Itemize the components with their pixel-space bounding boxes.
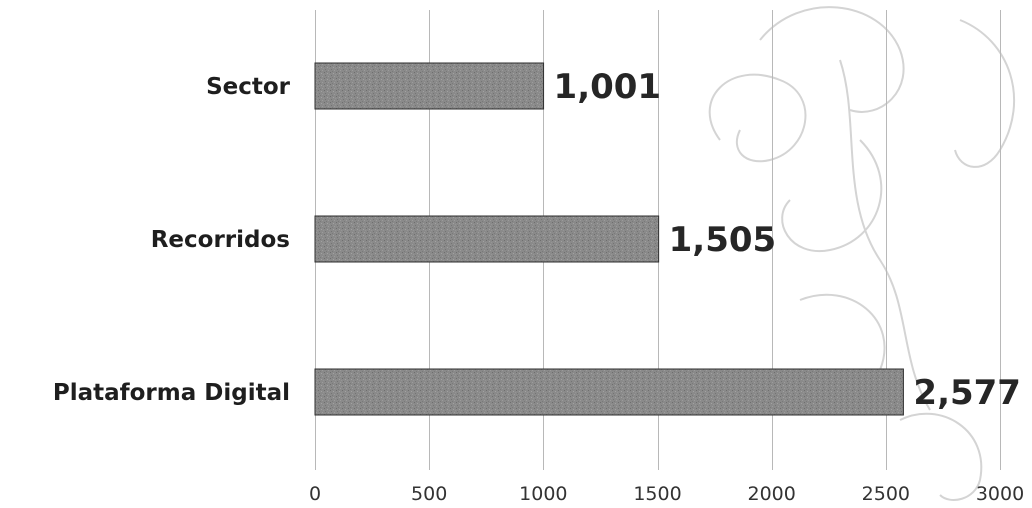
x-tick-label: 0 bbox=[309, 483, 321, 505]
data-label: 1,505 bbox=[669, 220, 777, 260]
bar-sector bbox=[314, 62, 545, 110]
category-label: Sector bbox=[206, 74, 291, 100]
value-labels: 1,001 1,505 2,577 bbox=[554, 67, 1021, 413]
x-tick-label: 2000 bbox=[747, 483, 795, 505]
category-label: Plataforma Digital bbox=[53, 380, 290, 406]
category-label: Recorridos bbox=[151, 227, 290, 253]
data-label: 1,001 bbox=[554, 67, 662, 107]
bar-series bbox=[314, 62, 904, 416]
x-tick-label: 1000 bbox=[519, 483, 567, 505]
x-axis-tick-labels: 0 500 1000 1500 2000 2500 3000 bbox=[309, 483, 1024, 505]
x-tick-label: 500 bbox=[411, 483, 447, 505]
x-tick-label: 3000 bbox=[976, 483, 1024, 505]
x-tick-label: 2500 bbox=[862, 483, 910, 505]
x-tick-label: 1500 bbox=[633, 483, 681, 505]
category-labels: Sector Recorridos Plataforma Digital bbox=[53, 74, 291, 406]
data-label: 2,577 bbox=[913, 373, 1021, 413]
background-ornament bbox=[708, 6, 1015, 501]
bar-recorridos bbox=[314, 215, 660, 263]
bar-plataforma-digital bbox=[314, 368, 904, 416]
